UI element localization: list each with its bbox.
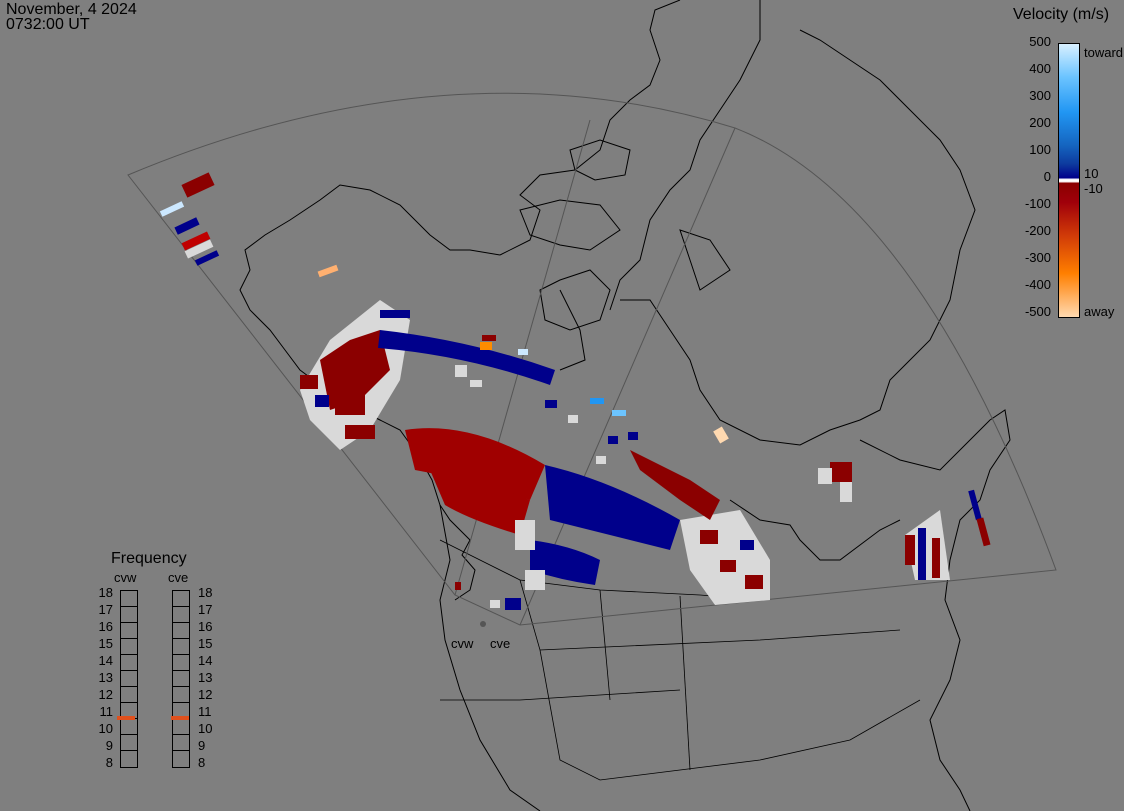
frequency-rung [121,639,137,655]
frequency-marker-cvw [117,716,135,720]
frequency-level-label: 17 [98,602,113,617]
frequency-rung [173,671,189,687]
time-label: 0732:00 UT [6,16,90,33]
legend-tick: -300 [1024,250,1051,265]
legend-tick: 0 [1043,169,1051,184]
legend-tick: -500 [1024,304,1051,319]
site-label-cvw: cvw [451,636,474,651]
radar-label-cve: cve [168,570,189,585]
frequency-level-label: 13 [98,670,113,685]
frequency-level-label: 15 [98,636,113,651]
toward-label: toward [1084,45,1124,60]
frequency-rung [173,607,189,623]
frequency-rung [173,623,189,639]
frequency-rung [121,735,137,751]
scatter-west [159,172,339,278]
arc-north [378,330,729,464]
frequency-rung [173,687,189,703]
frequency-title: Frequency [111,550,187,567]
frequency-level-label: 11 [198,704,212,719]
frequency-marker-cve [171,716,189,720]
legend-tick: 200 [1029,115,1051,130]
frequency-rung [173,655,189,671]
frequency-level-label: 8 [105,755,113,770]
radar-label-cvw: cvw [114,570,137,585]
frequency-level-label: 12 [98,687,113,702]
frequency-ladder-cve [172,590,190,768]
frequency-rung [121,591,137,607]
frequency-rung [173,591,189,607]
legend-tick: 400 [1029,61,1051,76]
velocity-colorbar [1058,43,1080,318]
frequency-level-label: 13 [198,670,213,685]
frequency-rung [173,735,189,751]
legend-title: Velocity (m/s) [1013,6,1110,23]
frequency-level-label: 16 [198,619,213,634]
legend-tick-neg10: -10 [1084,181,1103,196]
frequency-level-label: 16 [98,619,113,634]
frequency-level-label: 9 [105,738,113,753]
date-label: November, 4 2024 [6,1,137,18]
frequency-rung [121,751,137,767]
legend-tick-10: 10 [1084,166,1099,181]
legend-tick: -400 [1024,277,1051,292]
frequency-level-label: 12 [198,687,213,702]
frequency-level-label: 10 [98,721,113,736]
legend-tick: -100 [1024,196,1051,211]
frequency-level-label: 18 [98,585,113,600]
frequency-level-label: 14 [198,653,213,668]
frequency-level-label: 15 [198,636,213,651]
arc-main [405,428,852,610]
legend-tick: -200 [1024,223,1051,238]
frequency-level-label: 17 [198,602,213,617]
site-label-cve: cve [490,636,511,651]
frequency-rung [173,639,189,655]
frequency-rung [121,719,137,735]
frequency-level-label: 10 [198,721,213,736]
arc-east [905,489,991,580]
frequency-level-label: 8 [198,755,206,770]
frequency-rung [121,655,137,671]
away-label: away [1084,304,1115,319]
frequency-level-label: 18 [198,585,213,600]
site-markers [480,621,486,627]
frequency-level-label: 9 [198,738,206,753]
legend-tick: 500 [1029,34,1051,49]
legend-tick: 300 [1029,88,1051,103]
frequency-rung [121,623,137,639]
frequency-rung [173,751,189,767]
frequency-rung [121,671,137,687]
frequency-rung [121,607,137,623]
frequency-level-label: 14 [98,653,113,668]
frequency-ladder-cvw [120,590,138,768]
frequency-rung [121,687,137,703]
frequency-rung [173,719,189,735]
frequency-level-label: 11 [99,704,114,719]
legend-tick: 100 [1029,142,1051,157]
scatter-alaska [300,300,410,450]
borders [439,539,921,781]
